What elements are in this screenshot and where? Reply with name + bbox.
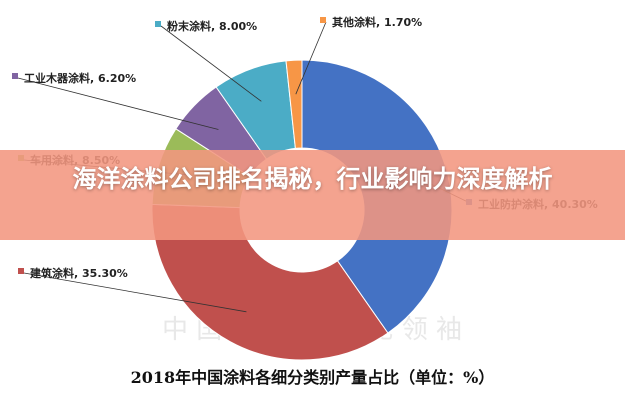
label-marker-industrial-wood bbox=[12, 73, 18, 79]
slice-other bbox=[285, 59, 303, 149]
data-label-industrial-wood: 工业木器涂料, 6.20% bbox=[24, 71, 136, 85]
headline-banner bbox=[0, 150, 625, 240]
leader-line-industrial-wood bbox=[17, 77, 219, 130]
label-marker-architectural bbox=[18, 268, 24, 274]
leader-line-powder bbox=[160, 25, 262, 102]
data-label-other: 其他涂料, 1.70% bbox=[332, 15, 422, 29]
headline-text: 海洋涂料公司排名揭秘，行业影响力深度解析 bbox=[72, 165, 553, 193]
label-marker-other bbox=[320, 17, 326, 23]
slice-architectural bbox=[151, 203, 389, 361]
chart-title: 2018年中国涂料各细分类别产量占比（单位：%） bbox=[130, 368, 495, 387]
data-label-architectural: 建筑涂料, 35.30% bbox=[30, 266, 128, 280]
data-label-powder: 粉末涂料, 8.00% bbox=[167, 19, 257, 33]
leader-line-other bbox=[295, 21, 327, 95]
label-marker-powder bbox=[155, 21, 161, 27]
leader-line-architectural bbox=[23, 272, 247, 313]
